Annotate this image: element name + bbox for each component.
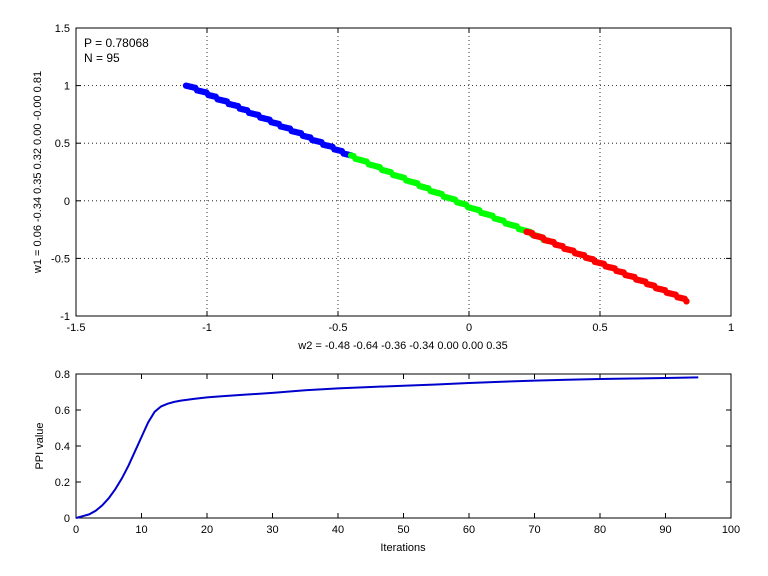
line-axes: 0 10 20 30 40 50 60 70 80 90 100 0 0.2 0.4 0.6 0.8 Iter… (34, 369, 740, 554)
line-x-tick-label: 90 (659, 524, 671, 536)
scatter-x-tick-label: 1 (728, 322, 734, 334)
scatter-grid (76, 28, 731, 316)
line-x-tick-label: 40 (332, 524, 344, 536)
scatter-points (182, 82, 690, 305)
line-x-tick-label: 20 (201, 524, 213, 536)
scatter-y-tick-label: 0 (64, 196, 70, 208)
line-y-tick-label: 0.8 (55, 369, 70, 381)
line-x-tick-label: 0 (73, 524, 79, 536)
scatter-y-tick-label: 1 (64, 81, 70, 93)
line-x-tick-label: 50 (397, 524, 409, 536)
scatter-axes: -1.5 -1 -0.5 0 0.5 1-1-0.500.511.5 P = 0.7806… (32, 23, 734, 352)
scatter-ticks: -1.5 -1 -0.5 0 0.5 1-1-0.500.511.5 (51, 23, 734, 334)
scatter-x-tick-label: 0.5 (592, 322, 607, 334)
ppi-series-line (75, 376, 699, 519)
line-y-tick-label: 0 (64, 513, 70, 525)
scatter-plot-area (75, 27, 732, 317)
scatter-x-tick-label: -0.5 (329, 322, 348, 334)
scatter-x-tick-label: 0 (466, 322, 472, 334)
line-x-tick-label: 80 (594, 524, 606, 536)
scatter-y-label: w1 = 0.06 -0.34 0.35 0.32 0.00 -0.00 0.8… (32, 71, 44, 274)
line-x-tick-label: 10 (135, 524, 147, 536)
scatter-x-tick-label: -1 (202, 322, 212, 334)
scatter-x-label: w2 = -0.48 -0.64 -0.36 -0.34 0.00 0.00 0… (297, 340, 507, 352)
line-y-tick-label: 0.2 (55, 477, 70, 489)
scatter-x-tick-label: -1.5 (67, 322, 86, 334)
line-y-label: PPI value (34, 422, 46, 469)
line-y-tick-label: 0.6 (55, 405, 70, 417)
line-x-tick-label: 100 (722, 524, 740, 536)
line-plot-area (75, 373, 732, 519)
annotation-n: N = 95 (84, 51, 120, 65)
line-x-tick-label: 60 (463, 524, 475, 536)
scatter-y-tick-label: 1.5 (55, 23, 70, 35)
scatter-point-red (683, 298, 690, 305)
scatter-y-tick-label: 0.5 (55, 138, 70, 150)
annotation-p: P = 0.78068 (84, 36, 149, 50)
line-ticks: 0 10 20 30 40 50 60 70 80 90 100 0 0.2 0.4 0.6 0.8 (55, 369, 740, 536)
scatter-y-tick-label: -1 (60, 311, 70, 323)
line-x-tick-label: 70 (528, 524, 540, 536)
line-x-label: Iterations (380, 542, 426, 554)
scatter-y-tick-label: -0.5 (51, 253, 70, 265)
line-x-tick-label: 30 (266, 524, 278, 536)
line-y-tick-label: 0.4 (55, 441, 70, 453)
